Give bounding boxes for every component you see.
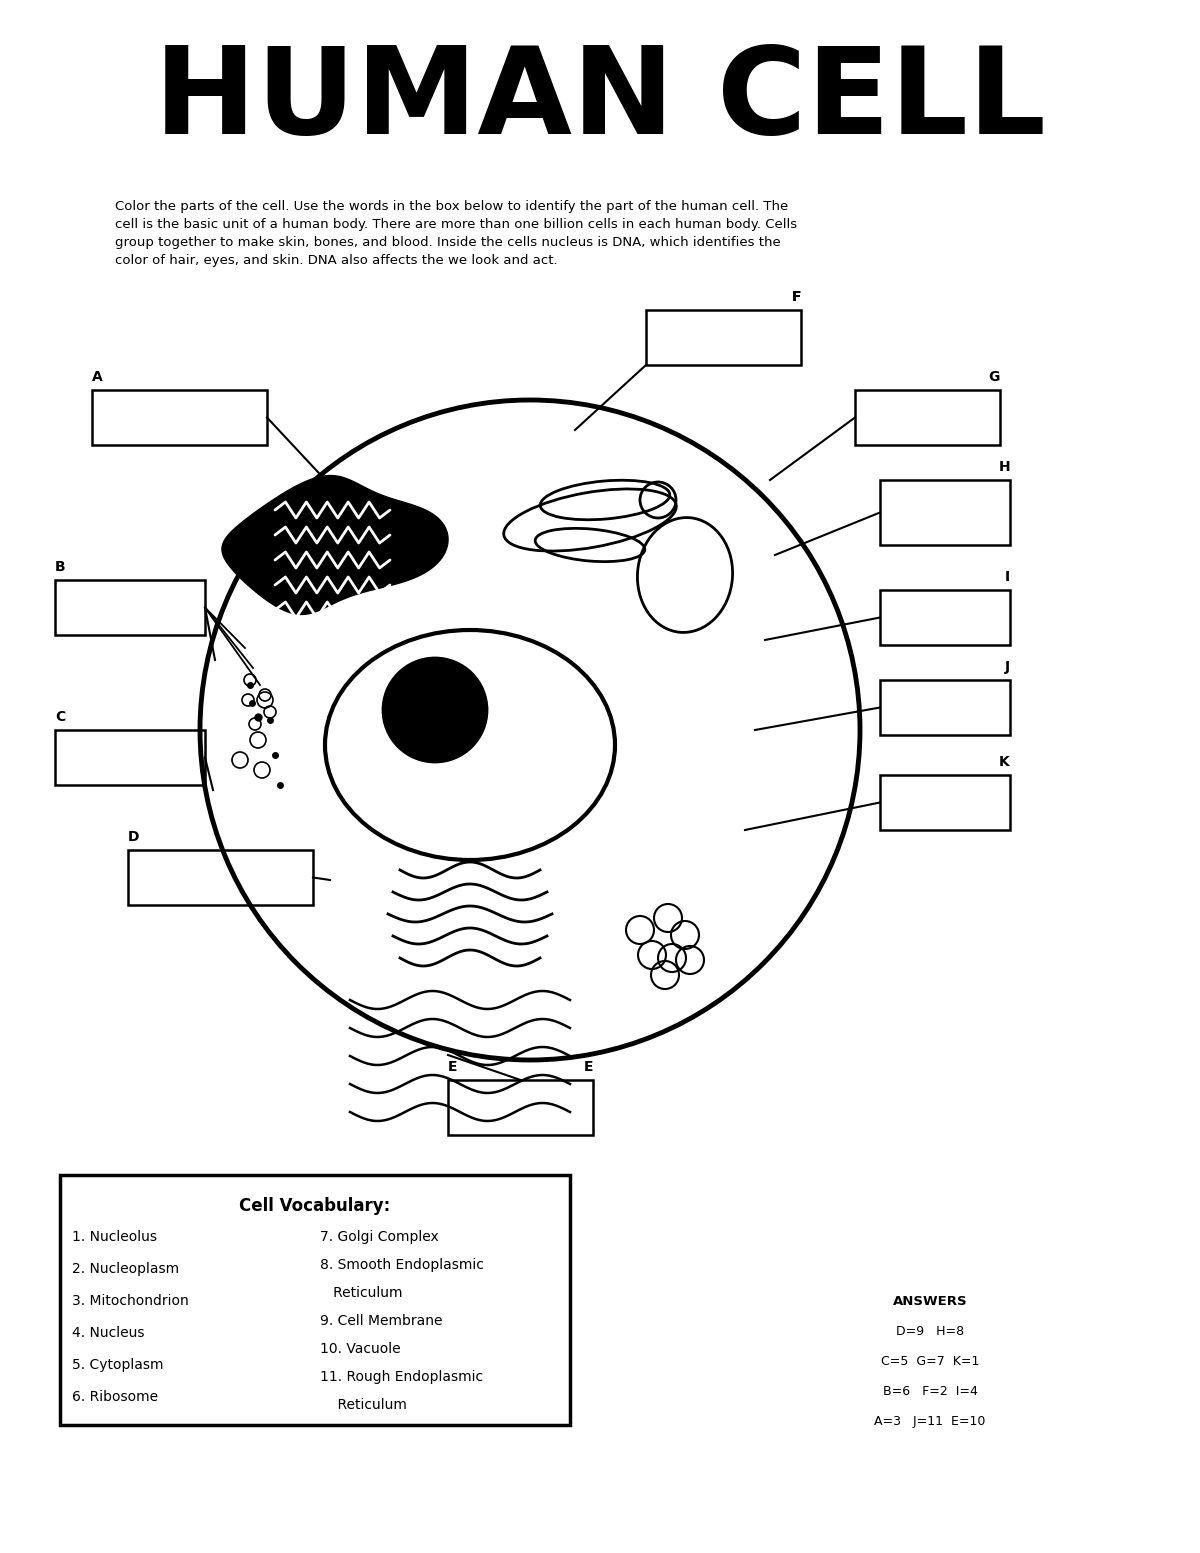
Text: F: F [792,290,802,304]
Text: B=6   F=2  I=4: B=6 F=2 I=4 [882,1385,978,1398]
Bar [128,849,313,905]
Text: A=3   J=11  E=10: A=3 J=11 E=10 [875,1415,985,1429]
Text: 11. Rough Endoplasmic: 11. Rough Endoplasmic [320,1370,484,1384]
Text: Reticulum: Reticulum [320,1286,402,1300]
Text: Reticulum: Reticulum [320,1398,407,1412]
Text: 1. Nucleolus: 1. Nucleolus [72,1230,157,1244]
Text: HUMAN CELL: HUMAN CELL [154,42,1046,158]
Polygon shape [222,475,448,615]
Text: Cell Vocabulary:: Cell Vocabulary: [239,1197,391,1214]
Circle shape [383,658,487,763]
Text: 9. Cell Membrane: 9. Cell Membrane [320,1314,443,1328]
Bar [646,311,802,365]
Text: G: G [989,370,1000,384]
Text: D=9   H=8: D=9 H=8 [896,1325,964,1339]
Bar [60,1176,570,1426]
Text: C=5  G=7  K=1: C=5 G=7 K=1 [881,1356,979,1368]
Text: ANSWERS: ANSWERS [893,1295,967,1308]
Bar [448,1079,593,1135]
Text: Color the parts of the cell. Use the words in the box below to identify the part: Color the parts of the cell. Use the wor… [115,200,797,267]
Text: J: J [1004,660,1010,674]
Text: 3. Mitochondrion: 3. Mitochondrion [72,1294,188,1308]
Text: A: A [92,370,103,384]
Bar [880,590,1010,644]
Text: C: C [55,710,65,724]
Text: H: H [998,460,1010,474]
Text: E: E [583,1061,593,1075]
Bar [55,579,205,635]
Text: 2. Nucleoplasm: 2. Nucleoplasm [72,1263,179,1277]
Bar [854,390,1000,446]
Text: 5. Cytoplasm: 5. Cytoplasm [72,1357,163,1371]
Bar [880,775,1010,829]
Text: 8. Smooth Endoplasmic: 8. Smooth Endoplasmic [320,1258,484,1272]
Text: 6. Ribosome: 6. Ribosome [72,1390,158,1404]
Text: E: E [448,1061,457,1075]
Text: D: D [128,829,139,843]
Text: 10. Vacuole: 10. Vacuole [320,1342,401,1356]
Text: I: I [1004,570,1010,584]
Bar [92,390,266,446]
Text: F: F [792,290,802,304]
Text: 4. Nucleus: 4. Nucleus [72,1326,144,1340]
Text: 7. Golgi Complex: 7. Golgi Complex [320,1230,439,1244]
Text: B: B [55,561,66,575]
Bar [55,730,205,784]
Bar [880,480,1010,545]
Text: K: K [1000,755,1010,769]
Bar [880,680,1010,735]
